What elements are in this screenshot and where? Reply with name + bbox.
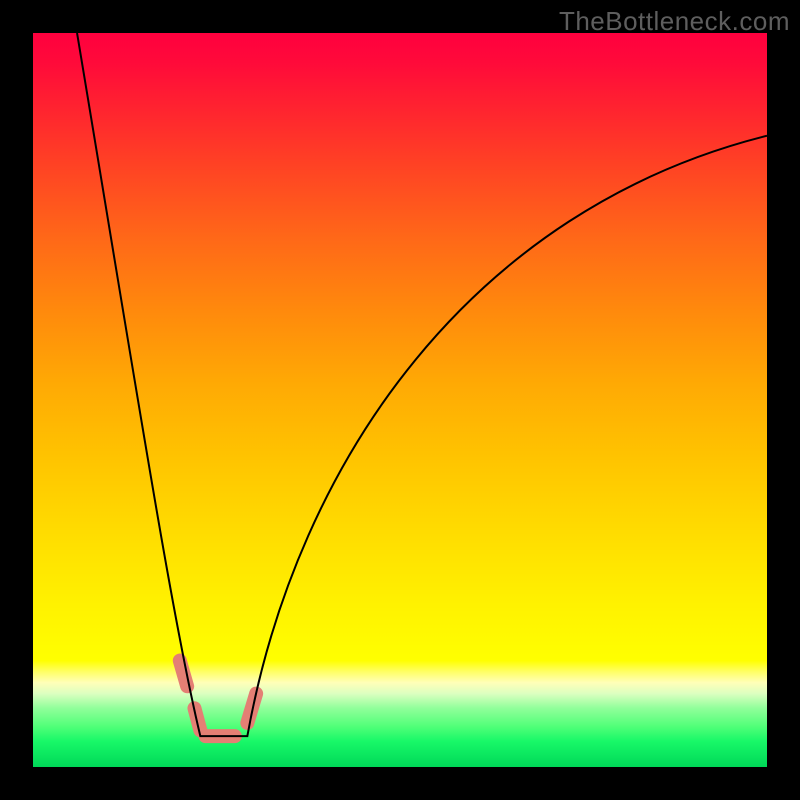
chart-svg [33, 33, 767, 767]
gradient-background [33, 33, 767, 767]
plot-area [33, 33, 767, 767]
watermark-text: TheBottleneck.com [559, 6, 790, 37]
